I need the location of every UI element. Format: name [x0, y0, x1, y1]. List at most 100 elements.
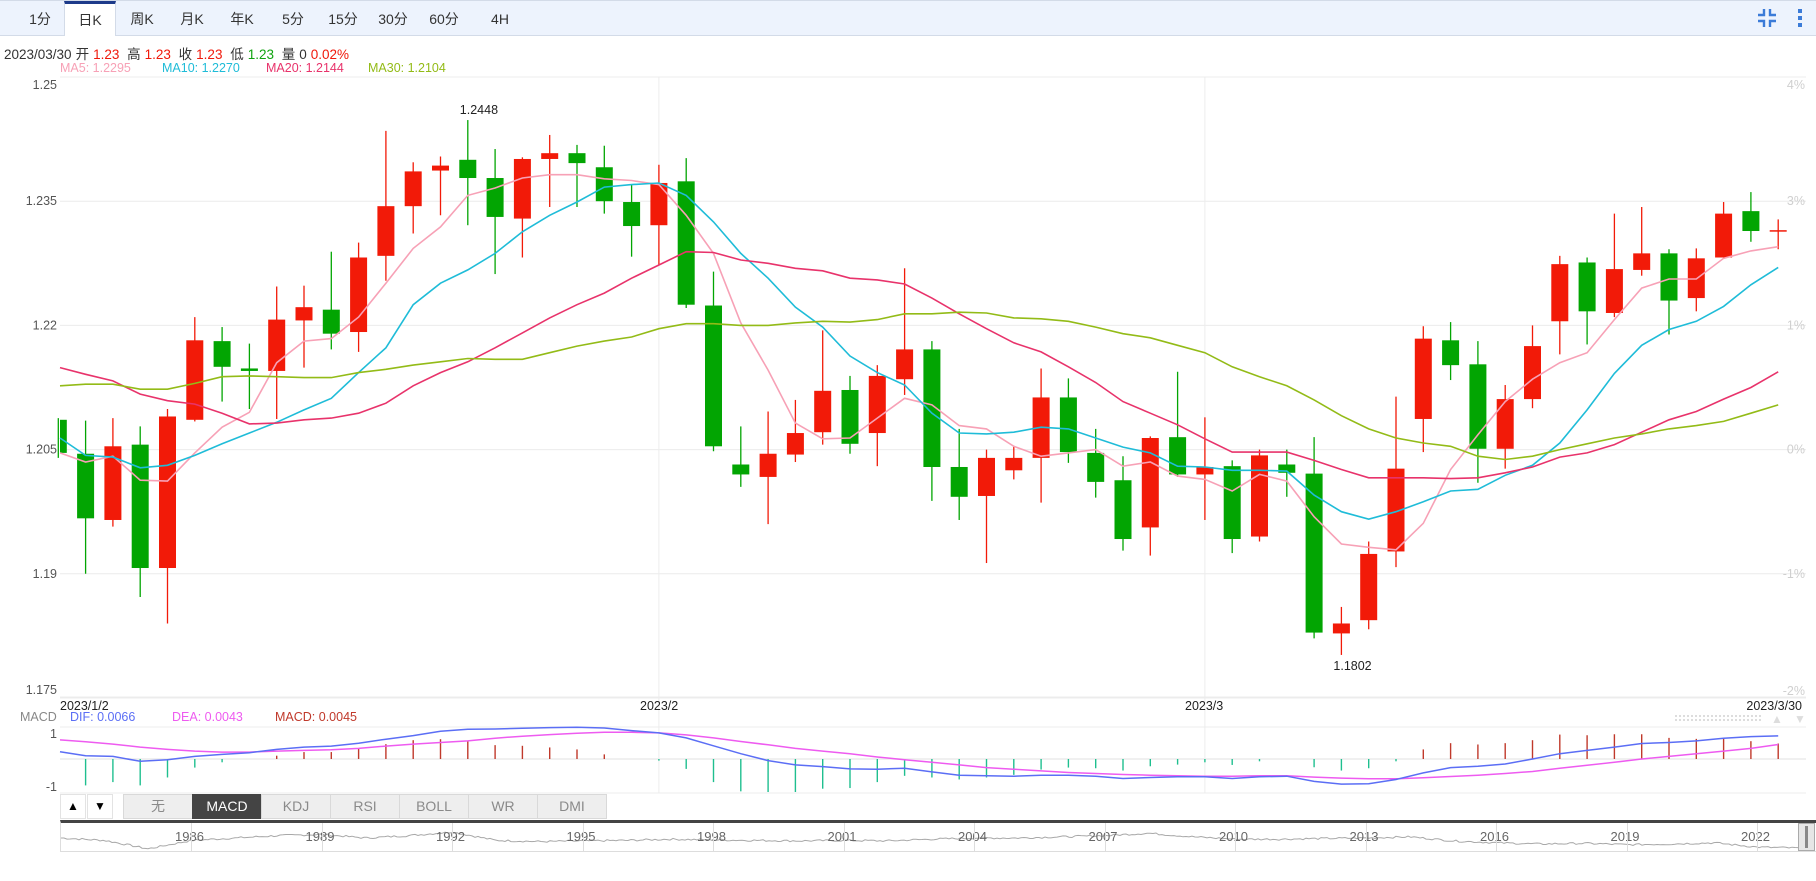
candle-body — [1469, 364, 1487, 449]
candle — [432, 156, 449, 216]
indicator-tab-rsi[interactable]: RSI — [330, 794, 400, 819]
dea-line — [59, 731, 1779, 780]
pane-up-small-icon[interactable]: ▲ — [1771, 712, 1783, 726]
percent-tick-label: -2% — [1783, 684, 1805, 698]
price-tick-label: 1.22 — [33, 318, 57, 332]
navigator-year-label: 2007 — [1088, 829, 1118, 844]
candle — [513, 157, 531, 258]
time-navigator[interactable]: 1986 1989 1992 1995 1998 2001 2004 2007 2010 2013… — [60, 820, 1816, 852]
navigator-year-label: 2010 — [1219, 829, 1248, 844]
navigator-year-label: 2004 — [958, 829, 987, 844]
scroll-strip[interactable] — [1675, 715, 1762, 721]
candle — [1032, 368, 1050, 503]
price-axis: 1.25 1.235 1.22 1.205 1.19 1.175 — [26, 78, 57, 697]
candle — [1114, 456, 1132, 551]
candle — [950, 428, 968, 520]
pane-down-small-icon[interactable]: ▼ — [1794, 712, 1806, 726]
navigator-handle[interactable] — [1798, 823, 1815, 851]
indicator-tab-boll[interactable]: BOLL — [399, 794, 469, 819]
tab-4h[interactable]: 4H — [491, 11, 509, 27]
low-value: 1.23 — [247, 47, 274, 62]
candle-body — [1578, 262, 1596, 312]
pane-down-button[interactable]: ▼ — [87, 794, 113, 819]
tab-weekly-k[interactable]: 周K — [130, 11, 154, 27]
candle — [459, 120, 477, 226]
candle — [1196, 417, 1214, 520]
candle — [404, 162, 422, 234]
indicator-tab-wr[interactable]: WR — [468, 794, 538, 819]
candle — [568, 144, 586, 207]
tab-yearly-k[interactable]: 年K — [230, 11, 254, 27]
macd-legend: MACD: 0.0045 — [275, 710, 357, 724]
ohlc-info: 2023/03/30 开 1.23 高 1.23 收 1.23 低 1.23 量 0 0.02… — [4, 43, 353, 63]
tab-daily-k[interactable]: 日K — [64, 1, 116, 36]
candle-body — [295, 307, 313, 321]
candle-body — [159, 416, 176, 569]
candle-body — [186, 340, 204, 420]
tab-5min[interactable]: 5分 — [282, 11, 304, 27]
candle — [1169, 371, 1187, 477]
indicator-tab-none[interactable]: 无 — [123, 794, 193, 819]
tab-30min[interactable]: 30分 — [378, 11, 408, 27]
navigator-year-gridline — [713, 823, 714, 851]
candle — [213, 327, 231, 402]
navigator-year-gridline — [1104, 823, 1106, 851]
candle-body — [1496, 399, 1514, 449]
period-toolbar: 1分 日K 周K 月K 年K 5分 15分 30分 60分 4H — [0, 0, 1816, 36]
candle-body — [1059, 397, 1077, 453]
tab-1min[interactable]: 1分 — [29, 11, 51, 27]
pane-up-button[interactable]: ▲ — [60, 794, 86, 819]
tab-monthly-k[interactable]: 月K — [180, 11, 204, 27]
candle — [159, 409, 176, 624]
candle — [868, 365, 886, 467]
low-label: 低 — [230, 47, 244, 62]
more-vertical-icon[interactable] — [1789, 7, 1811, 29]
candle-body — [568, 153, 586, 164]
candle — [786, 399, 804, 463]
navigator-year-gridline — [1365, 823, 1367, 851]
dif-legend: DIF: 0.0066 — [70, 710, 136, 724]
candle-body — [1278, 464, 1296, 473]
candle-body — [1032, 397, 1050, 458]
navigator-history-path — [61, 831, 1802, 850]
candle-body — [595, 167, 613, 202]
candle-body — [814, 390, 832, 433]
candle-body — [240, 368, 258, 371]
price-tick-label: 1.175 — [26, 683, 57, 697]
candle-body — [1005, 457, 1023, 471]
candle — [1278, 449, 1296, 497]
candle — [350, 242, 368, 352]
candle-body — [104, 446, 122, 520]
ma5-legend: MA5: 1.2295 — [60, 61, 131, 75]
indicator-tab-macd[interactable]: MACD — [192, 794, 262, 819]
candle-body — [1251, 455, 1268, 537]
candle — [705, 271, 722, 452]
compress-icon[interactable] — [1756, 7, 1778, 29]
candle — [732, 426, 750, 487]
candle — [486, 149, 504, 275]
candle-body — [1742, 211, 1760, 232]
candle-body — [1223, 466, 1241, 540]
candle-body — [1196, 466, 1214, 475]
candle — [677, 158, 695, 309]
indicator-tab-dmi[interactable]: DMI — [537, 794, 607, 819]
candle — [1360, 541, 1378, 630]
navigator-year-label: 2022 — [1741, 829, 1770, 844]
navigator-year-label: 1986 — [175, 829, 204, 844]
macd-axis-top: 1 — [50, 727, 57, 741]
candle-body — [786, 433, 804, 455]
high-annotation: 1.2448 — [460, 103, 498, 117]
candle — [1387, 396, 1405, 568]
navigator-year-gridline — [1757, 823, 1758, 851]
tab-15min[interactable]: 15分 — [328, 11, 358, 27]
candle — [1059, 378, 1077, 463]
ma20-legend: MA20: 1.2144 — [266, 61, 344, 75]
candle-body — [213, 341, 231, 367]
indicator-tab-kdj[interactable]: KDJ — [261, 794, 331, 819]
candle-body — [1114, 480, 1132, 540]
candle — [1414, 326, 1432, 453]
navigator-year-gridline — [452, 823, 453, 851]
candle — [841, 375, 859, 454]
tab-60min[interactable]: 60分 — [429, 11, 459, 27]
